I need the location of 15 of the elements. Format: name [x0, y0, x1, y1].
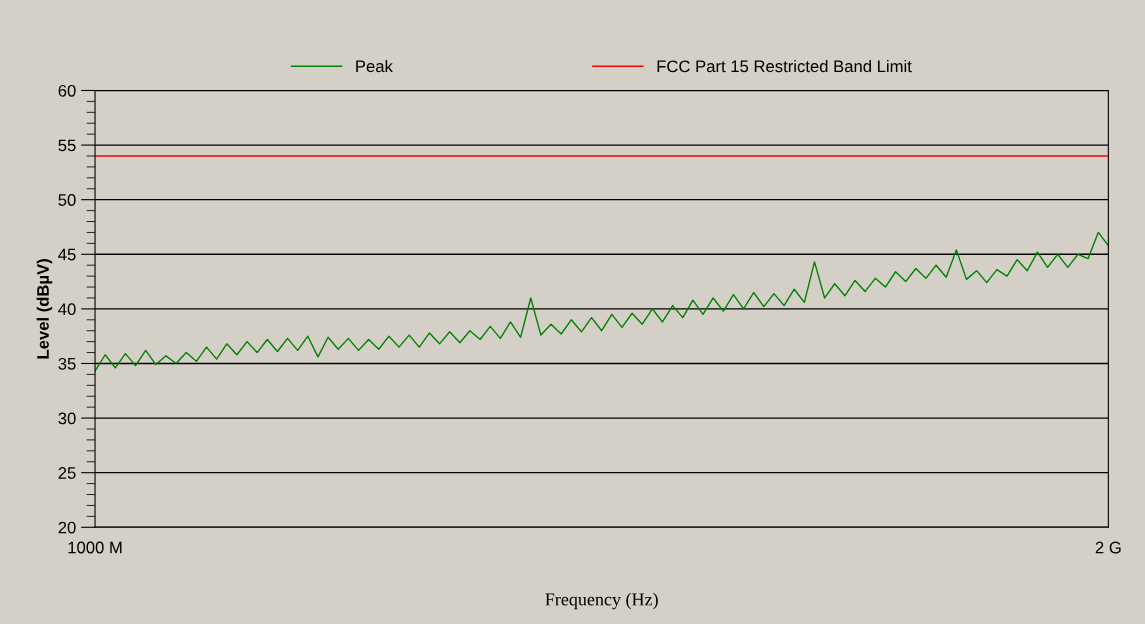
legend-label: FCC Part 15 Restricted Band Limit	[657, 59, 912, 73]
x-tick-label: 2 G	[1095, 541, 1121, 554]
y-tick-label: 20	[58, 521, 76, 534]
y-tick-label: 45	[58, 248, 76, 261]
x-axis-title: Frequency (Hz)	[545, 592, 658, 610]
y-tick-label: 30	[58, 412, 76, 425]
y-tick-label: 25	[58, 467, 76, 479]
y-axis-title: Level (dBµV)	[36, 259, 53, 359]
x-tick-label: 1000 M	[68, 541, 122, 554]
legend-label: Peak	[356, 59, 393, 73]
y-tick-label: 35	[58, 357, 76, 370]
y-tick-label: 50	[58, 194, 76, 206]
y-tick-label: 40	[58, 303, 76, 316]
y-tick-label: 55	[58, 139, 76, 152]
y-tick-label: 60	[58, 84, 76, 97]
